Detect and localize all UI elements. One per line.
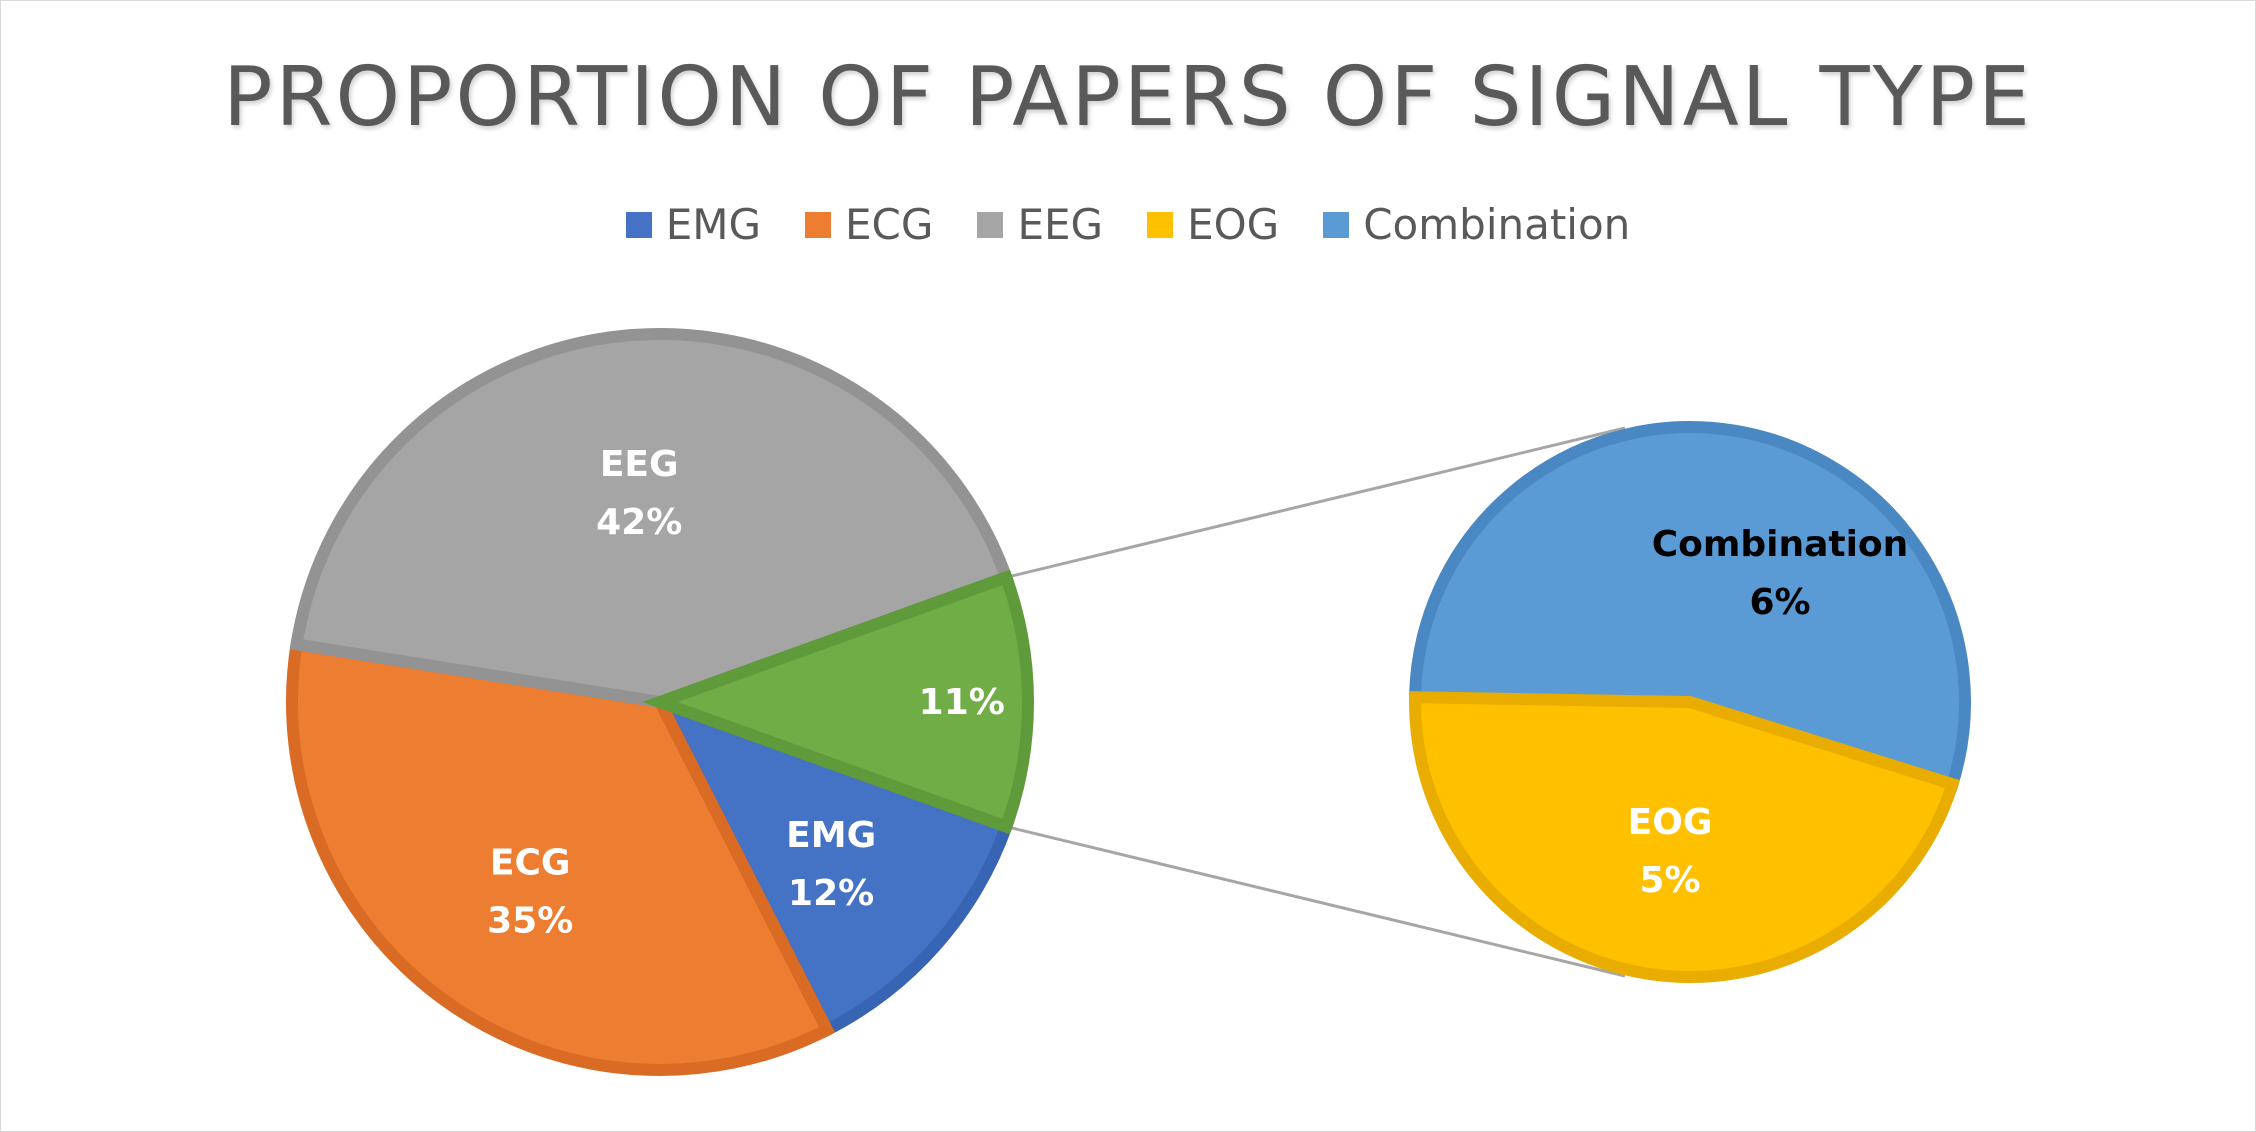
legend-item-emg: EMG [625, 200, 762, 249]
secondary-label-eog: EOG 5% [1628, 802, 1713, 901]
chart-title: PROPORTION OF PAPERS OF SIGNAL TYPE [223, 50, 2033, 145]
pie-slice-eeg [289, 328, 1014, 709]
secondary-label-combination: Combination 6% [1652, 524, 1909, 623]
pie-slice-emg [647, 691, 1014, 1038]
legend-swatch-emg [625, 211, 652, 238]
legend-label-ecg: ECG [845, 200, 934, 249]
legend-label-emg: EMG [665, 200, 762, 249]
pie-slice-ecg [286, 637, 836, 1076]
slice-label-emg: EMG 12% [786, 815, 876, 914]
connector-line-bottom [1005, 825, 1626, 978]
legend-swatch-ecg [805, 211, 832, 238]
legend-swatch-eeg [977, 211, 1004, 238]
legend-swatch-combination [1323, 211, 1350, 238]
legend-item-combination: Combination [1323, 200, 1630, 249]
slice-label-eeg: EEG 42% [596, 444, 682, 543]
legend: EMG ECG EEG EOG Combination [0, 200, 2256, 249]
legend-label-eeg: EEG [1017, 200, 1104, 249]
legend-label-eog: EOG [1187, 200, 1280, 249]
legend-label-combination: Combination [1363, 200, 1631, 249]
legend-item-ecg: ECG [805, 200, 933, 249]
secondary-pie [1408, 421, 1971, 983]
secondary-slice-eog [1409, 691, 1960, 983]
pie-slice-other [642, 569, 1034, 835]
slice-label-other: 11% [919, 682, 1005, 723]
primary-pie [286, 328, 1034, 1076]
legend-swatch-eog [1147, 211, 1174, 238]
legend-item-eeg: EEG [977, 200, 1103, 249]
slice-label-ecg: ECG 35% [487, 843, 573, 942]
connector-line-top [1005, 426, 1626, 579]
legend-item-eog: EOG [1147, 200, 1279, 249]
